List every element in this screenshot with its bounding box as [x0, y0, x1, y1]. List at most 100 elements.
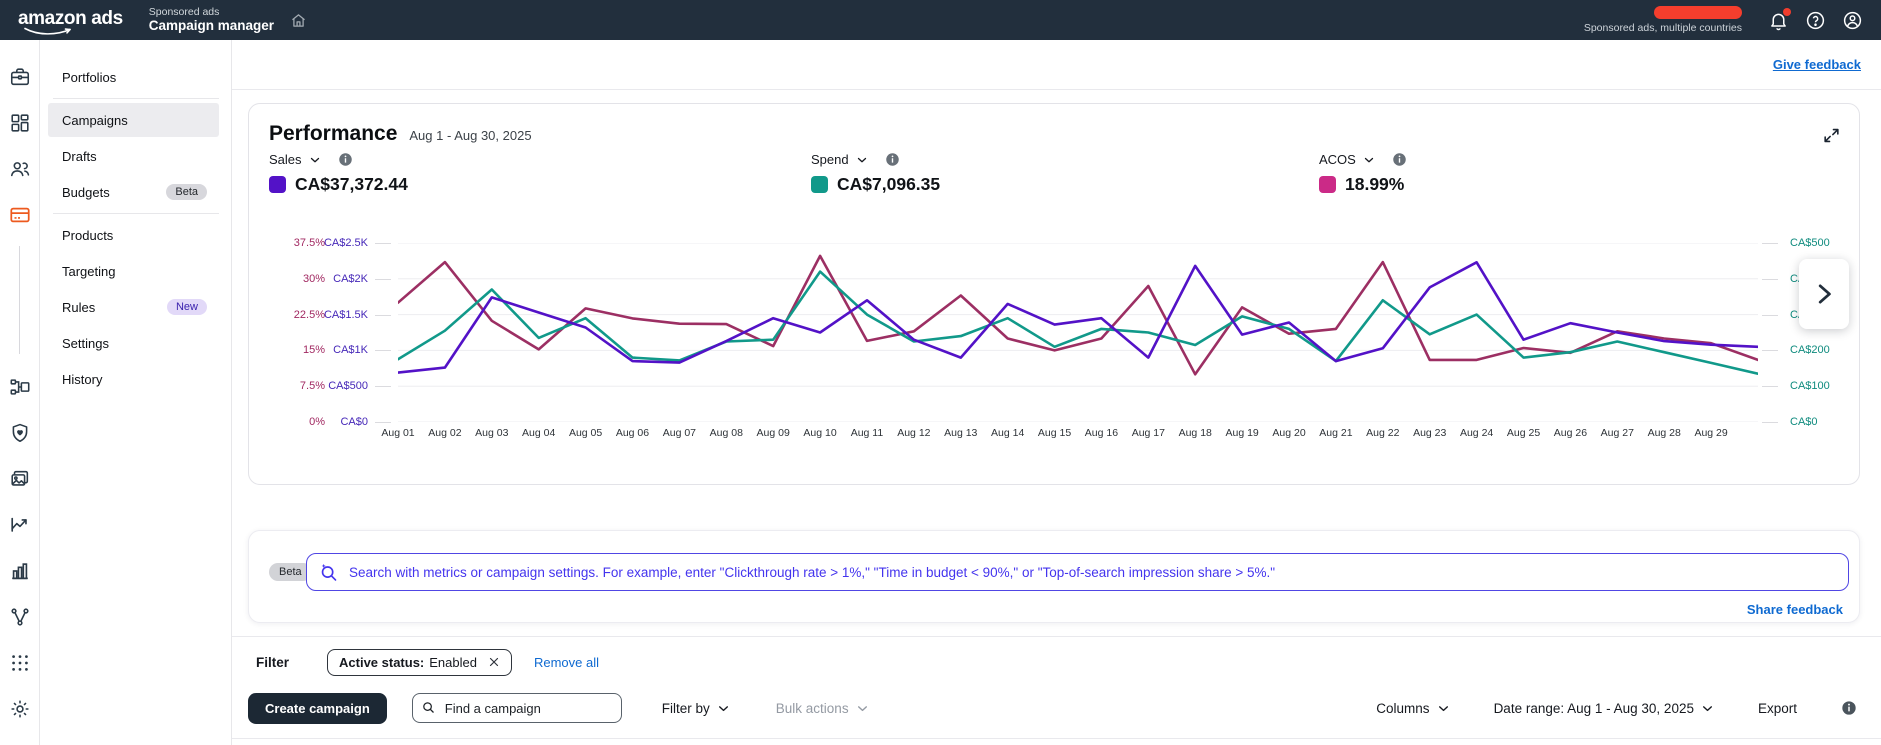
sidebar-item-targeting[interactable]: Targeting	[48, 254, 219, 288]
axis-tick-label: CA$100	[1790, 380, 1830, 393]
sidebar-item-label: History	[62, 371, 103, 387]
audiences-people-icon[interactable]	[9, 158, 31, 180]
x-axis-label: Aug 25	[1506, 427, 1541, 439]
series-spend-line	[398, 270, 1758, 375]
sidebar-item-products[interactable]: Products	[48, 218, 219, 252]
sidebar-item-drafts[interactable]: Drafts	[48, 139, 219, 173]
axis-tick-label: CA$2.5K	[323, 237, 368, 249]
beta-badge: Beta	[166, 184, 207, 200]
dashboard-grid-icon[interactable]	[9, 112, 31, 134]
chevron-down-icon	[1438, 705, 1448, 711]
columns-dropdown[interactable]: Columns	[1376, 701, 1449, 716]
x-axis-label: Aug 05	[568, 427, 603, 439]
section-divider	[232, 636, 1881, 637]
info-icon[interactable]	[885, 152, 900, 167]
info-icon[interactable]	[1392, 152, 1407, 167]
workflow-branch-icon[interactable]	[9, 606, 31, 628]
account-switcher[interactable]: Sponsored ads, multiple countries	[1584, 6, 1742, 34]
creative-images-icon[interactable]	[9, 468, 31, 490]
table-top-divider	[232, 738, 1881, 739]
series-acos-line	[398, 254, 1758, 376]
account-name-redacted	[1654, 6, 1742, 19]
performance-date-range: Aug 1 - Aug 30, 2025	[409, 128, 532, 143]
menu-divider	[53, 98, 219, 99]
export-button[interactable]: Export	[1757, 700, 1797, 716]
axis-tick-label: 30%	[302, 272, 325, 285]
chevron-down-icon	[1364, 157, 1373, 162]
sidebar-item-rules[interactable]: Rules New	[48, 290, 219, 324]
notification-dot	[1783, 7, 1791, 16]
sitemap-icon[interactable]	[9, 376, 31, 398]
account-icon[interactable]	[1842, 10, 1863, 31]
feedback-strip: Give feedback	[232, 40, 1881, 90]
search-beta-badge: Beta	[269, 563, 312, 581]
portfolios-briefcase-icon[interactable]	[9, 66, 31, 88]
filter-chip-value: Enabled	[429, 654, 477, 670]
home-icon[interactable]	[290, 12, 307, 29]
amazon-ads-logo[interactable]: amazon ads	[18, 8, 123, 35]
metric-selector[interactable]: ACOS	[1319, 152, 1407, 167]
insights-trend-icon[interactable]	[9, 514, 31, 536]
chevron-down-icon	[1702, 705, 1712, 711]
x-axis-label: Aug 07	[662, 427, 697, 439]
sidebar-item-label: Products	[62, 227, 114, 243]
x-axis-label: Aug 20	[1272, 427, 1306, 439]
settings-gear-icon[interactable]	[9, 698, 31, 720]
filter-by-dropdown[interactable]: Filter by	[662, 701, 730, 716]
expand-chart-icon[interactable]	[1822, 126, 1841, 145]
find-campaign-input[interactable]	[411, 693, 622, 723]
sidebar-item-label: Rules	[62, 299, 96, 315]
metrics-search-input[interactable]	[306, 553, 1849, 591]
sidebar-item-budgets[interactable]: Budgets Beta	[48, 175, 219, 209]
chevron-down-icon	[718, 705, 728, 711]
filter-label: Filter	[256, 654, 290, 670]
help-icon[interactable]	[1805, 10, 1826, 31]
x-axis-label: Aug 27	[1600, 427, 1634, 439]
axis-tick-label: 37.5%	[293, 237, 325, 249]
filter-chip-name: Active status:	[339, 654, 425, 670]
bulk-actions-dropdown[interactable]: Bulk actions	[776, 701, 869, 716]
new-badge: New	[166, 299, 207, 315]
metric-selector[interactable]: Sales	[269, 152, 408, 167]
info-icon[interactable]	[338, 152, 353, 167]
export-info-icon[interactable]	[1841, 700, 1857, 716]
metric-color-swatch	[269, 176, 286, 193]
x-axis-label: Aug 22	[1366, 427, 1400, 439]
sidebar-item-label: Portfolios	[62, 69, 117, 85]
notifications-bell-icon[interactable]	[1768, 7, 1791, 31]
x-axis-label: Aug 09	[756, 427, 790, 439]
apps-grid-dots-icon[interactable]	[9, 652, 31, 674]
x-axis-label: Aug 06	[615, 427, 650, 439]
date-range-dropdown[interactable]: Date range: Aug 1 - Aug 30, 2025	[1494, 701, 1714, 716]
sidebar-item-label: Budgets	[62, 184, 110, 200]
create-campaign-button[interactable]: Create campaign	[248, 692, 387, 724]
remove-chip-close-icon[interactable]	[488, 656, 500, 668]
sidebar-item-label: Campaigns	[62, 112, 128, 128]
reports-bars-icon[interactable]	[9, 560, 31, 582]
axis-tick-label: CA$1.5K	[323, 308, 368, 321]
metric-color-swatch	[1319, 176, 1336, 193]
chart-next-page-button[interactable]	[1799, 259, 1849, 329]
sidebar-item-settings[interactable]: Settings	[48, 326, 219, 360]
sidebar-item-history[interactable]: History	[48, 362, 219, 396]
sidebar-item-portfolios[interactable]: Portfolios	[48, 60, 219, 94]
give-feedback-link[interactable]: Give feedback	[1772, 57, 1861, 72]
brand-shield-icon[interactable]	[9, 422, 31, 444]
remove-all-filters-link[interactable]: Remove all	[533, 654, 600, 670]
performance-title: Performance	[269, 122, 398, 145]
x-axis-label: Aug 21	[1319, 427, 1353, 439]
metric-selector[interactable]: Spend	[811, 152, 940, 167]
sidebar-item-campaigns[interactable]: Campaigns	[48, 103, 219, 137]
app-subtitle: Sponsored ads	[148, 6, 220, 19]
x-axis-label: Aug 15	[1037, 427, 1072, 439]
axis-tick-label: CA$500	[328, 380, 368, 393]
metric-value: 18.99%	[1345, 174, 1405, 194]
filter-chip-active-status[interactable]: Active status: Enabled	[327, 648, 512, 676]
metric-value: CA$37,372.44	[295, 174, 408, 194]
x-axis-label: Aug 03	[475, 427, 509, 439]
share-feedback-link[interactable]: Share feedback	[1746, 602, 1843, 617]
axis-tick-label: 7.5%	[299, 380, 325, 393]
billing-card-icon[interactable]	[9, 204, 31, 226]
performance-chart-plot[interactable]	[398, 243, 1758, 422]
metric-label: Spend	[811, 152, 849, 167]
